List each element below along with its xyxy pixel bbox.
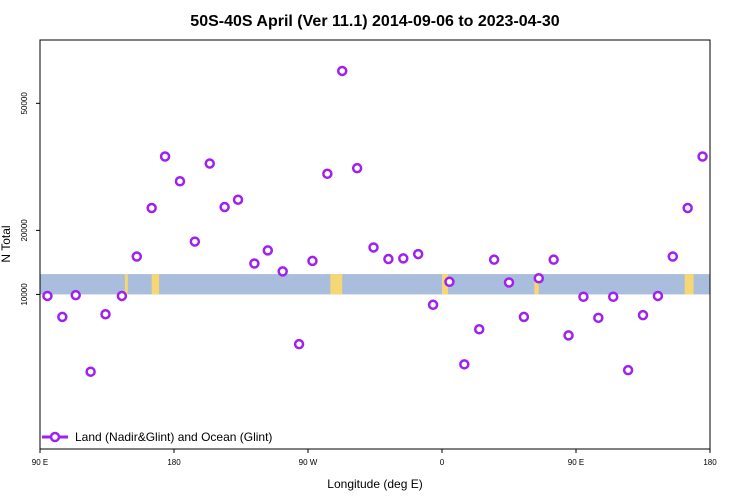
data-point (533, 273, 545, 284)
data-point (189, 236, 201, 247)
data-point (100, 308, 111, 320)
data-point (351, 162, 363, 174)
x-tick-label: 0 (440, 458, 445, 467)
land-band-segment (330, 274, 343, 295)
data-point (116, 290, 128, 302)
data-point (159, 151, 171, 162)
y-axis: 10000 20000 50000 (20, 92, 40, 306)
data-point (652, 290, 664, 302)
data-point (667, 251, 679, 262)
data-point (607, 291, 619, 302)
data-point (293, 338, 305, 350)
data-point (637, 309, 649, 321)
legend-label: Land (Nadir&Glint) and Ocean (Glint) (75, 430, 272, 444)
data-point (219, 201, 230, 213)
data-point (459, 359, 470, 370)
data-point (444, 276, 455, 288)
plot-frame (39, 39, 711, 450)
data-point (42, 290, 53, 302)
data-point (307, 255, 318, 267)
data-point (412, 248, 424, 260)
data-point (398, 253, 409, 264)
data-point (563, 330, 574, 341)
legend: Land (Nadir&Glint) and Ocean (Glint) (42, 430, 272, 444)
data-point (368, 242, 379, 253)
data-point (322, 168, 333, 180)
scatter-points (42, 65, 708, 377)
land-band-segment (684, 274, 694, 295)
data-point (277, 266, 288, 277)
chart-title: 50S-40S April (Ver 11.1) 2014-09-06 to 2… (190, 13, 560, 30)
y-axis-label: N Total (0, 225, 13, 262)
data-point (146, 202, 157, 214)
data-point (682, 202, 693, 214)
data-point (593, 312, 604, 324)
data-point (70, 289, 81, 301)
y-tick-label: 50000 (20, 92, 29, 115)
land-band-segment (124, 274, 128, 295)
legend-marker (49, 431, 61, 443)
data-point (131, 251, 143, 262)
data-point (262, 245, 274, 256)
x-tick-label: 90 E (568, 458, 584, 467)
data-point (57, 311, 68, 323)
data-point (473, 324, 485, 335)
data-point (232, 194, 244, 205)
data-point (622, 364, 634, 376)
data-point (697, 151, 708, 162)
data-point (488, 254, 500, 265)
x-tick-label: 180 (703, 458, 717, 467)
data-point (503, 277, 515, 288)
x-tick-label: 180 (167, 458, 181, 467)
y-tick-label: 20000 (20, 219, 29, 242)
x-tick-label: 90 W (299, 458, 318, 467)
y-tick-label: 10000 (20, 283, 29, 306)
x-axis-label: Longitude (deg E) (327, 477, 422, 491)
data-point (336, 65, 348, 77)
land-band-segment (534, 274, 539, 295)
data-point (427, 299, 439, 311)
x-tick-label: 90 E (32, 458, 48, 467)
data-point (174, 175, 186, 187)
data-point (383, 253, 394, 265)
data-point (204, 158, 215, 169)
data-point (518, 311, 530, 323)
x-axis: 90 E 180 90 W 0 90 E 180 (32, 449, 717, 467)
land-band-segment (151, 274, 160, 295)
data-point (85, 366, 96, 377)
data-point (249, 258, 260, 269)
ocean-band (40, 274, 710, 295)
data-point (548, 254, 559, 265)
data-point (578, 291, 589, 302)
band-layer (40, 274, 710, 295)
